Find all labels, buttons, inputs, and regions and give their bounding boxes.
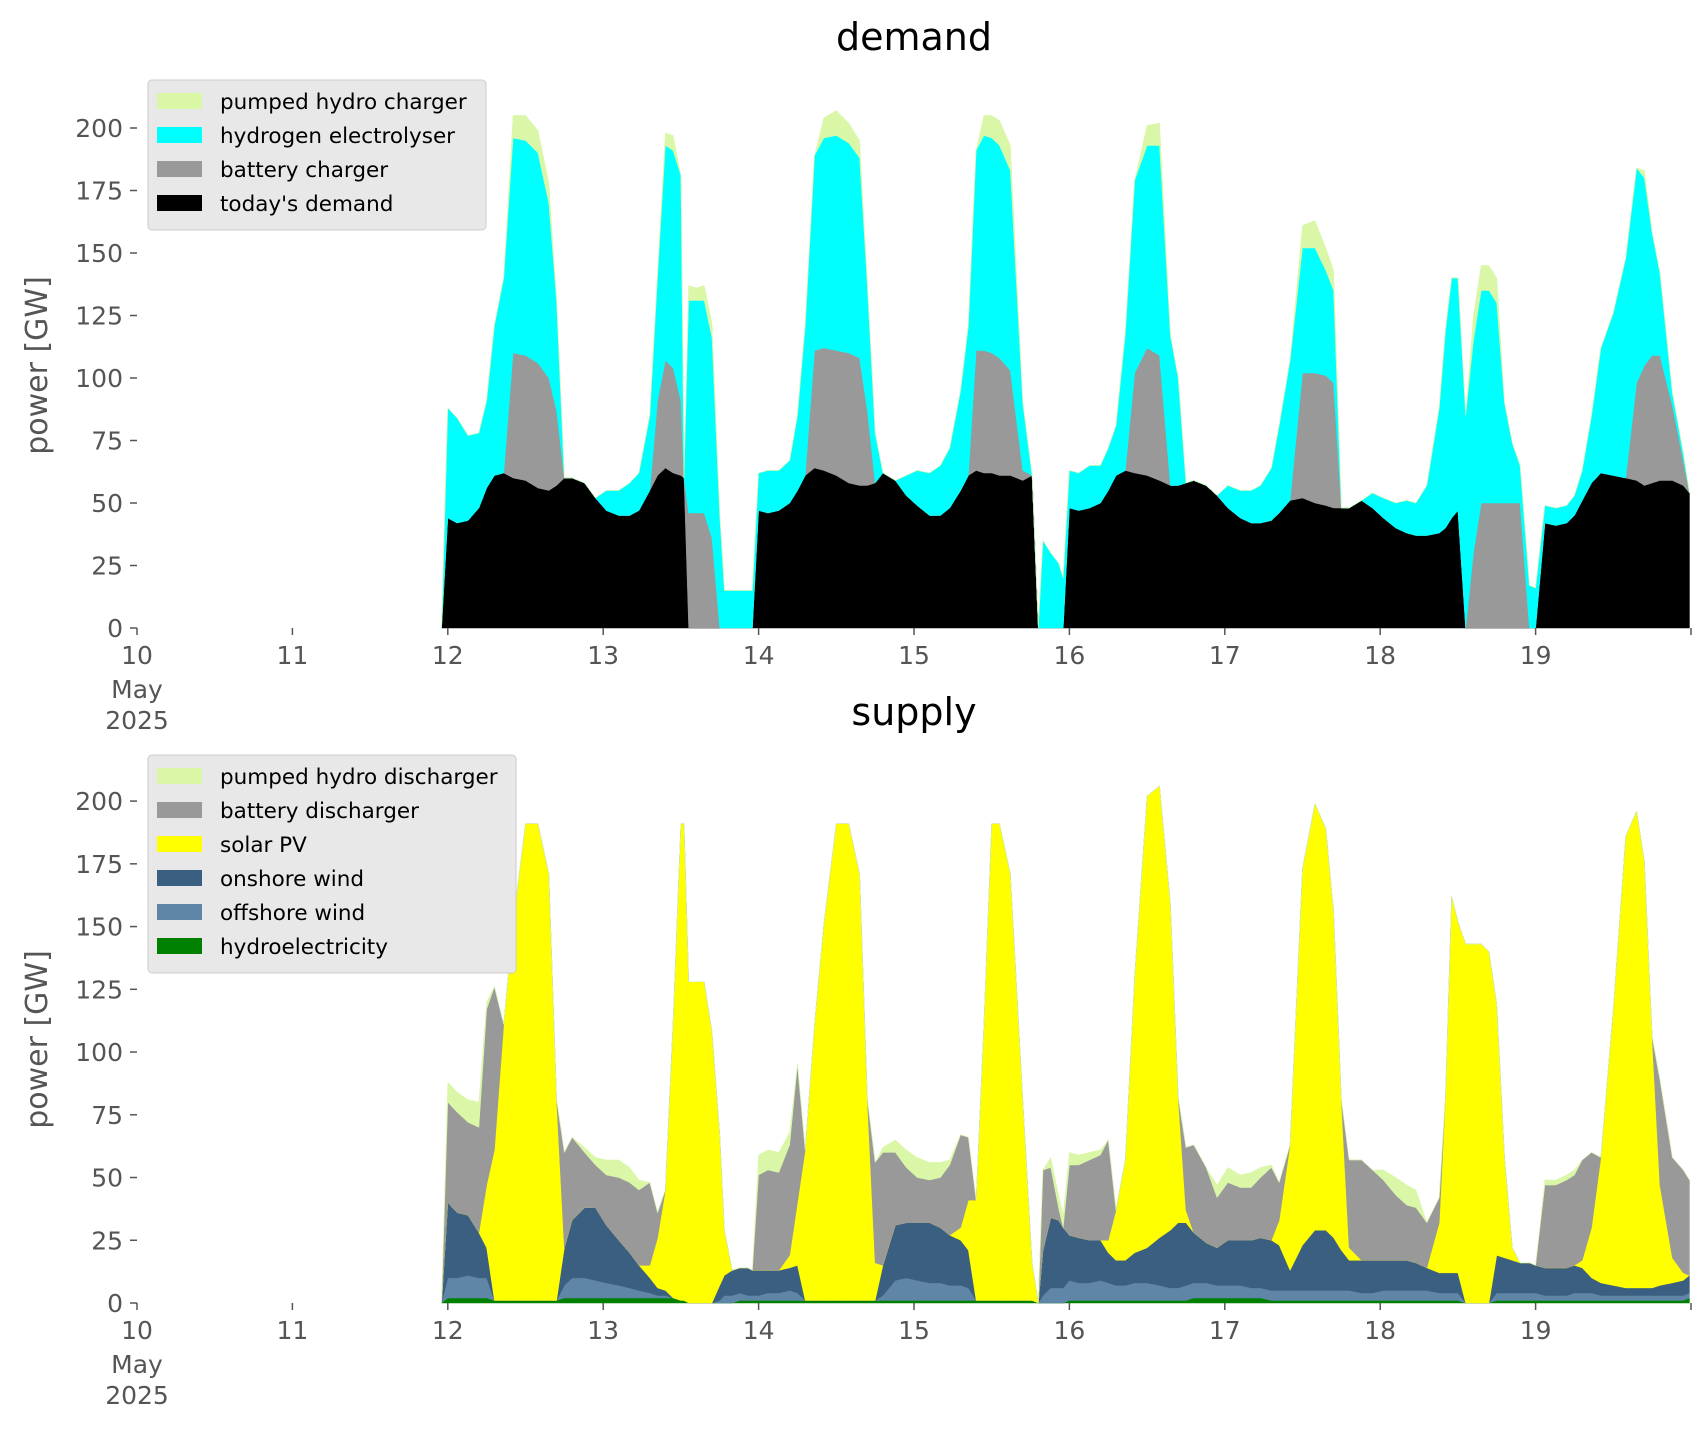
demand-x-tick-label: 15 xyxy=(898,641,930,670)
supply-y-tick-label: 100 xyxy=(75,1038,123,1067)
supply-stacked-areas xyxy=(440,785,1690,1304)
supply-x-tick-label: 11 xyxy=(276,1316,308,1345)
demand-y-tick-label: 75 xyxy=(91,427,123,456)
supply-y-tick-label: 75 xyxy=(91,1101,123,1130)
demand-legend-item-pumped-hydro-charger: pumped hydro charger xyxy=(157,90,467,115)
supply-legend-item-onshore-wind: onshore wind xyxy=(157,867,364,892)
demand-legend-label-today-s-demand: today's demand xyxy=(220,192,393,217)
demand-x-tick-sublabel: 2025 xyxy=(105,706,169,735)
supply-x-tick-sublabel: 2025 xyxy=(105,1381,169,1410)
supply-x-tick-label: 10 xyxy=(121,1316,153,1345)
supply-x-tick-label: 14 xyxy=(743,1316,775,1345)
supply-legend-item-pumped-hydro-discharger: pumped hydro discharger xyxy=(157,765,498,790)
supply-y-tick-label: 125 xyxy=(75,975,123,1004)
supply-y-tick-label: 25 xyxy=(91,1226,123,1255)
demand-x-tick-label: 11 xyxy=(276,641,308,670)
demand-legend-box xyxy=(147,79,487,231)
demand-chart-title: demand xyxy=(836,15,992,59)
demand-x-tick-label: 10 xyxy=(121,641,153,670)
supply-legend-box xyxy=(147,754,517,974)
demand-y-tick-label: 0 xyxy=(107,614,123,643)
demand-legend-label-hydrogen-electrolyser: hydrogen electrolyser xyxy=(220,124,455,149)
supply-x-tick-label: 17 xyxy=(1209,1316,1241,1345)
supply-legend-label-onshore-wind: onshore wind xyxy=(220,867,364,892)
demand-legend-item-today-s-demand: today's demand xyxy=(157,192,393,217)
supply-legend: pumped hydro discharger battery discharge… xyxy=(147,754,517,974)
supply-legend-swatch-hydroelectricity xyxy=(157,938,202,954)
demand-y-tick-label: 200 xyxy=(75,114,123,143)
demand-legend-swatch-hydrogen-electrolyser xyxy=(157,127,202,143)
supply-y-tick-label: 200 xyxy=(75,787,123,816)
supply-legend-label-hydroelectricity: hydroelectricity xyxy=(220,935,388,960)
supply-series-pumped-hydro-discharger xyxy=(441,785,1690,1304)
demand-legend-label-pumped-hydro-charger: pumped hydro charger xyxy=(220,90,467,115)
demand-x-tick-label: 14 xyxy=(743,641,775,670)
demand-legend-swatch-battery-charger xyxy=(157,161,202,177)
demand-series-pumped-hydro-charger xyxy=(441,110,1690,629)
supply-x-tick-label: 13 xyxy=(587,1316,619,1345)
supply-y-axis-label: power [GW] xyxy=(20,950,55,1129)
supply-legend-label-offshore-wind: offshore wind xyxy=(220,901,365,926)
supply-legend-item-offshore-wind: offshore wind xyxy=(157,901,365,926)
supply-legend-item-hydroelectricity: hydroelectricity xyxy=(157,935,388,960)
demand-x-tick-label: 17 xyxy=(1209,641,1241,670)
demand-y-tick-label: 175 xyxy=(75,177,123,206)
supply-y-axis: 0 25 50 75 100 125 150 175 200 xyxy=(75,787,137,1318)
demand-legend-label-battery-charger: battery charger xyxy=(220,158,388,183)
demand-legend-swatch-pumped-hydro-charger xyxy=(157,93,202,109)
demand-y-tick-label: 50 xyxy=(91,489,123,518)
supply-x-tick-label: 18 xyxy=(1364,1316,1396,1345)
supply-x-tick-label: 12 xyxy=(432,1316,464,1345)
supply-legend-item-solar-pv: solar PV xyxy=(157,833,307,858)
demand-legend: pumped hydro charger hydrogen electrolyse… xyxy=(147,79,487,231)
supply-legend-label-pumped-hydro-discharger: pumped hydro discharger xyxy=(220,765,498,790)
demand-x-tick-label: 16 xyxy=(1053,641,1085,670)
demand-x-tick-label: 19 xyxy=(1520,641,1552,670)
supply-legend-label-battery-discharger: battery discharger xyxy=(220,799,419,824)
supply-x-tick-label: 15 xyxy=(898,1316,930,1345)
supply-x-tick-label: 16 xyxy=(1053,1316,1085,1345)
supply-y-tick-label: 150 xyxy=(75,913,123,942)
demand-y-axis: 0 25 50 75 100 125 150 175 200 xyxy=(75,114,137,643)
supply-legend-swatch-onshore-wind xyxy=(157,870,202,886)
demand-y-tick-label: 125 xyxy=(75,302,123,331)
demand-x-tick-label: 18 xyxy=(1364,641,1396,670)
supply-x-tick-sublabel: May xyxy=(111,1350,163,1379)
supply-legend-swatch-offshore-wind xyxy=(157,904,202,920)
supply-legend-swatch-battery-discharger xyxy=(157,802,202,818)
demand-y-tick-label: 100 xyxy=(75,364,123,393)
supply-y-tick-label: 175 xyxy=(75,850,123,879)
demand-y-tick-label: 25 xyxy=(91,552,123,581)
demand-legend-swatch-today-s-demand xyxy=(157,195,202,211)
supply-legend-label-solar-pv: solar PV xyxy=(220,833,307,858)
supply-panel: supply 0 25 50 75 100 125 150 175 200 power [GW] 10… xyxy=(20,690,1692,1410)
demand-y-axis-label: power [GW] xyxy=(20,276,55,455)
demand-x-tick-label: 13 xyxy=(587,641,619,670)
demand-x-tick-sublabel: May xyxy=(111,675,163,704)
supply-chart-title: supply xyxy=(851,690,976,734)
demand-y-tick-label: 150 xyxy=(75,239,123,268)
demand-x-tick-label: 12 xyxy=(432,641,464,670)
supply-y-tick-label: 50 xyxy=(91,1164,123,1193)
supply-legend-swatch-solar-pv xyxy=(157,836,202,852)
supply-legend-swatch-pumped-hydro-discharger xyxy=(157,768,202,784)
demand-legend-item-battery-charger: battery charger xyxy=(157,158,388,183)
supply-x-tick-label: 19 xyxy=(1520,1316,1552,1345)
demand-stacked-areas xyxy=(441,110,1690,629)
demand-legend-item-hydrogen-electrolyser: hydrogen electrolyser xyxy=(157,124,455,149)
supply-y-tick-label: 0 xyxy=(107,1289,123,1318)
supply-legend-item-battery-discharger: battery discharger xyxy=(157,799,419,824)
demand-panel: demand 0 25 50 75 100 125 150 175 200 power [GW] 10… xyxy=(20,15,1692,735)
